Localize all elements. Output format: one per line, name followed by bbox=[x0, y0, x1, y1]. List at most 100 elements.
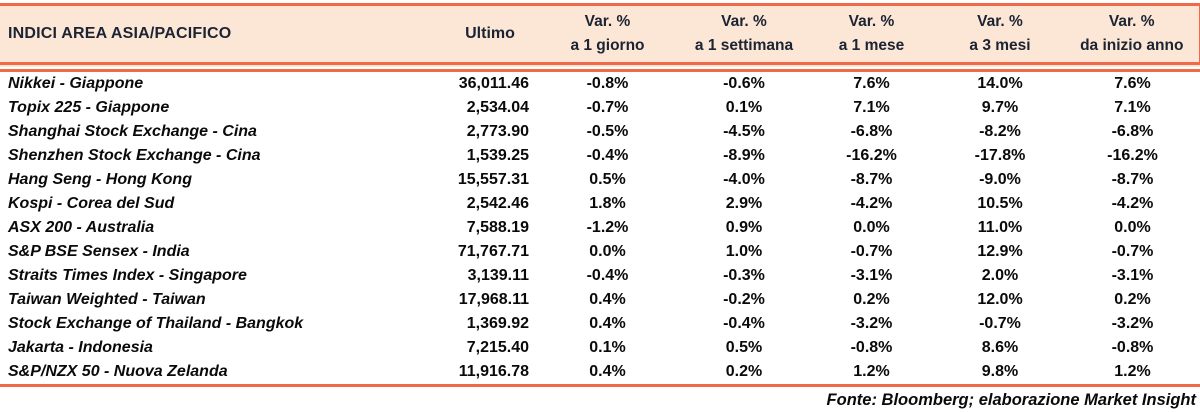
var-value: -4.0% bbox=[723, 171, 765, 188]
ultimo-value: 71,767.71 bbox=[457, 243, 529, 260]
var-value: 2.9% bbox=[725, 195, 763, 212]
ultimo-value: 2,773.90 bbox=[466, 123, 529, 140]
table-row: Jakarta - Indonesia 7,215.40 0.1% 0.5% -0.8%… bbox=[0, 336, 1200, 360]
var-value: 0.5% bbox=[589, 171, 626, 188]
var-value: -0.8% bbox=[850, 339, 893, 356]
table-body: Nikkei - Giappone 36,011.46 -0.8% -0.6% 7.6%… bbox=[0, 67, 1200, 387]
ultimo-value: 1,369.92 bbox=[466, 315, 529, 332]
var-value: 12.9% bbox=[977, 243, 1023, 260]
ultimo-value: 2,534.04 bbox=[466, 99, 529, 116]
var-label: Var. % bbox=[977, 12, 1023, 30]
index-name: Taiwan Weighted - Taiwan bbox=[8, 291, 206, 308]
var-value: -8.9% bbox=[723, 147, 765, 164]
var-value: 14.0% bbox=[977, 75, 1023, 92]
var-value: -6.8% bbox=[850, 123, 893, 140]
var-value: 0.2% bbox=[1114, 291, 1151, 308]
table-row: Straits Times Index - Singapore 3,139.11 -… bbox=[0, 264, 1200, 288]
index-name: Stock Exchange of Thailand - Bangkok bbox=[8, 315, 304, 332]
var-value: -16.2% bbox=[846, 147, 897, 164]
source-note: Fonte: Bloomberg; elaborazione Market In… bbox=[826, 391, 1196, 409]
var-period-label: a 3 mesi bbox=[969, 37, 1031, 54]
ultimo-value: 15,557.31 bbox=[457, 171, 529, 188]
column-header-var-3-mesi: Var. % a 3 mesi bbox=[935, 3, 1065, 72]
table-row: S&P/NZX 50 - Nuova Zelanda 11,916.78 0.4% 0… bbox=[0, 360, 1200, 387]
ultimo-value: 11,916.78 bbox=[445, 360, 535, 387]
ultimo-value: 17,968.11 bbox=[458, 291, 529, 308]
table-row: Shenzhen Stock Exchange - Cina 1,539.25 -0… bbox=[0, 144, 1200, 168]
var-value: -0.7% bbox=[979, 315, 1021, 332]
index-name: Straits Times Index - Singapore bbox=[8, 267, 247, 284]
index-name: Jakarta - Indonesia bbox=[8, 339, 153, 356]
var-value: 0.0% bbox=[589, 243, 626, 260]
var-value: 7.1% bbox=[1114, 99, 1151, 116]
var-value: -0.7% bbox=[586, 99, 629, 116]
indices-table: INDICI AREA ASIA/PACIFICO Ultimo Var. % … bbox=[0, 3, 1200, 387]
var-period-label: a 1 giorno bbox=[570, 37, 645, 54]
var-value: 2.0% bbox=[981, 267, 1019, 284]
table-row: Nikkei - Giappone 36,011.46 -0.8% -0.6% 7.6%… bbox=[0, 67, 1200, 96]
index-name: Nikkei - Giappone bbox=[8, 75, 144, 92]
index-name: Topix 225 - Giappone bbox=[8, 99, 170, 116]
var-value: -8.7% bbox=[1111, 171, 1154, 188]
var-label: Var. % bbox=[584, 12, 631, 30]
ultimo-value: 2,542.46 bbox=[466, 195, 529, 212]
column-header-var-1-mese: Var. % a 1 mese bbox=[808, 3, 935, 72]
var-value: 0.4% bbox=[589, 315, 626, 332]
var-value: 1.8% bbox=[589, 195, 626, 212]
var-value: -0.7% bbox=[1111, 243, 1154, 260]
table-header: INDICI AREA ASIA/PACIFICO Ultimo Var. % … bbox=[0, 3, 1200, 72]
var-value: -0.4% bbox=[586, 147, 629, 164]
var-value: -17.8% bbox=[974, 147, 1026, 164]
table-row: Hang Seng - Hong Kong 15,557.31 0.5% -4.0% -… bbox=[0, 168, 1200, 192]
var-value: 1.2% bbox=[808, 360, 935, 387]
var-value: -0.4% bbox=[586, 267, 629, 284]
var-value: -8.2% bbox=[979, 123, 1021, 140]
table-row: Topix 225 - Giappone 2,534.04 -0.7% 0.1% 7.1… bbox=[0, 96, 1200, 120]
index-name: S&P/NZX 50 - Nuova Zelanda bbox=[0, 360, 445, 387]
var-value: -0.5% bbox=[586, 123, 629, 140]
var-value: 0.1% bbox=[589, 339, 626, 356]
var-value: -0.8% bbox=[586, 75, 629, 92]
var-label: Var. % bbox=[721, 12, 767, 30]
var-value: 10.5% bbox=[977, 195, 1023, 212]
var-value: -0.4% bbox=[723, 315, 765, 332]
var-value: 0.2% bbox=[853, 291, 890, 308]
var-label: Var. % bbox=[1108, 12, 1155, 30]
column-header-var-inizio-anno: Var. % da inizio anno bbox=[1065, 3, 1200, 72]
var-value: 0.4% bbox=[535, 360, 680, 387]
var-value: -16.2% bbox=[1107, 147, 1158, 164]
column-header-ultimo: Ultimo bbox=[445, 3, 535, 72]
var-value: -4.5% bbox=[723, 123, 765, 140]
var-value: 1.2% bbox=[1065, 360, 1200, 387]
var-value: 0.2% bbox=[680, 360, 808, 387]
var-value: -3.1% bbox=[1111, 267, 1154, 284]
var-value: -3.2% bbox=[1111, 315, 1154, 332]
table-title: INDICI AREA ASIA/PACIFICO bbox=[0, 3, 445, 72]
var-value: 0.0% bbox=[1114, 219, 1151, 236]
table-row: S&P BSE Sensex - India 71,767.71 0.0% 1.0% -… bbox=[0, 240, 1200, 264]
var-value: 11.0% bbox=[977, 219, 1023, 236]
var-period-label: a 1 settimana bbox=[694, 37, 794, 54]
var-value: 9.8% bbox=[935, 360, 1065, 387]
ultimo-value: 7,588.19 bbox=[466, 219, 529, 236]
index-name: S&P BSE Sensex - India bbox=[8, 243, 190, 260]
var-value: 7.6% bbox=[1114, 75, 1151, 92]
column-header-var-1-giorno: Var. % a 1 giorno bbox=[535, 3, 680, 72]
var-value: -3.1% bbox=[850, 267, 893, 284]
var-value: 0.0% bbox=[853, 219, 890, 236]
var-value: 7.1% bbox=[853, 99, 890, 116]
var-value: 0.5% bbox=[725, 339, 763, 356]
ultimo-value: 36,011.46 bbox=[458, 75, 529, 92]
ultimo-value: 3,139.11 bbox=[467, 267, 529, 284]
var-value: 0.4% bbox=[589, 291, 626, 308]
var-period-label: da inizio anno bbox=[1080, 37, 1184, 54]
var-value: -3.2% bbox=[850, 315, 893, 332]
var-value: -1.2% bbox=[586, 219, 629, 236]
ultimo-value: 1,539.25 bbox=[466, 147, 529, 164]
var-value: -0.3% bbox=[723, 267, 765, 284]
index-name: Kospi - Corea del Sud bbox=[8, 195, 175, 212]
var-value: -8.7% bbox=[850, 171, 893, 188]
var-value: -6.8% bbox=[1111, 123, 1154, 140]
index-name: Shanghai Stock Exchange - Cina bbox=[8, 123, 257, 140]
